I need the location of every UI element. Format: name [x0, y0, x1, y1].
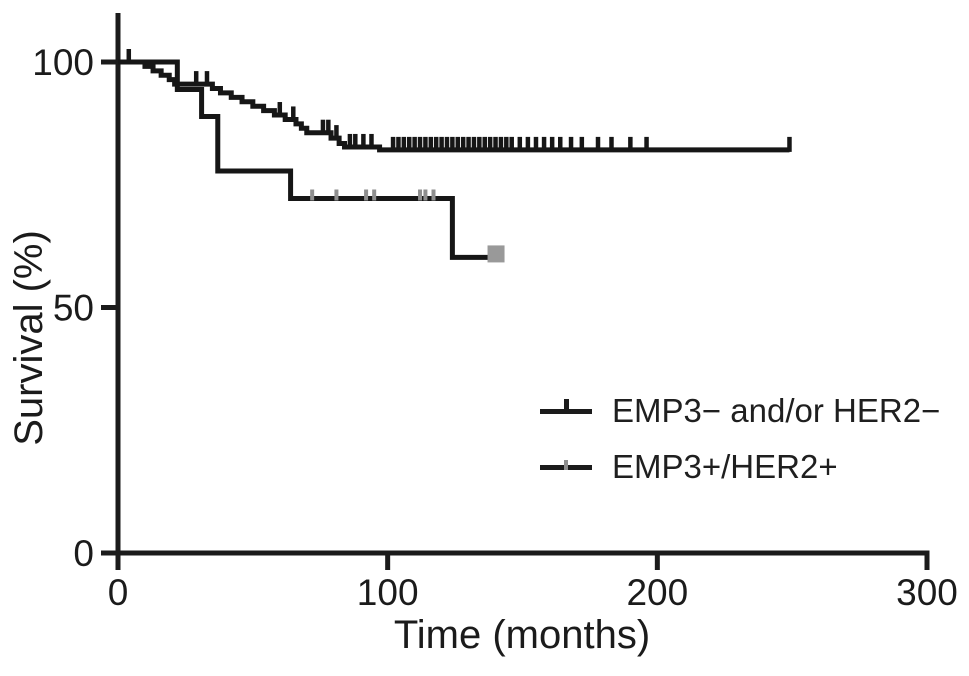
legend-item-emp3neg-her2neg: EMP3− and/or HER2− — [540, 390, 940, 432]
axes-layer — [101, 13, 930, 570]
x-axis-title: Time (months) — [394, 613, 650, 657]
y-axis-title: Survival (%) — [7, 230, 51, 446]
y-tick-label: 0 — [73, 533, 94, 574]
censor-tick-icon — [564, 398, 569, 414]
legend-label: EMP3+/HER2+ — [612, 448, 838, 485]
survival-curve-2 — [118, 59, 496, 260]
x-tick-label: 300 — [896, 572, 958, 613]
tick-labels-layer: 0 50 100 0 100 200 300 — [32, 42, 958, 613]
y-tick-label: 50 — [53, 288, 94, 329]
censor-tick-icon — [564, 459, 568, 470]
legend-line-with-censor-tick-icon — [540, 398, 592, 414]
x-tick-label: 0 — [108, 572, 129, 613]
end-censor-square-marker — [487, 245, 505, 263]
y-tick-label: 100 — [32, 42, 94, 83]
survival-curves-layer — [118, 49, 792, 263]
x-tick-label: 100 — [357, 572, 419, 613]
legend-item-emp3pos-her2pos: EMP3+/HER2+ — [540, 446, 940, 488]
legend-line-with-censor-tick-icon — [540, 459, 592, 470]
legend: EMP3− and/or HER2− EMP3+/HER2+ — [540, 390, 940, 488]
survival-curve-1 — [118, 59, 790, 153]
legend-label: EMP3− and/or HER2− — [612, 392, 941, 429]
x-tick-label: 200 — [626, 572, 688, 613]
